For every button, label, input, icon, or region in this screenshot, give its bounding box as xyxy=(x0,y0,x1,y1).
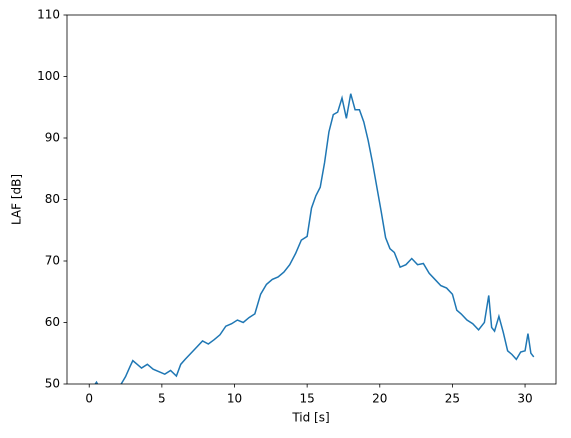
y-tick-label: 90 xyxy=(45,131,60,145)
y-tick-label: 60 xyxy=(45,315,60,329)
y-tick-label: 110 xyxy=(37,8,60,22)
x-tick-label: 15 xyxy=(300,392,315,406)
y-tick-label: 80 xyxy=(45,192,60,206)
y-tick-label: 70 xyxy=(45,254,60,268)
data-line xyxy=(94,93,535,384)
x-tick-label: 0 xyxy=(85,392,93,406)
plot-frame xyxy=(66,14,557,385)
x-tick-label: 5 xyxy=(158,392,166,406)
x-tick-label: 20 xyxy=(372,392,387,406)
x-tick-label: 10 xyxy=(227,392,242,406)
x-axis-label: Tid [s] xyxy=(291,411,329,425)
y-axis-label: LAF [dB] xyxy=(10,174,24,225)
x-tick-label: 30 xyxy=(517,392,532,406)
x-tick-label: 25 xyxy=(445,392,460,406)
y-tick-label: 50 xyxy=(45,377,60,391)
y-tick-label: 100 xyxy=(37,69,60,83)
